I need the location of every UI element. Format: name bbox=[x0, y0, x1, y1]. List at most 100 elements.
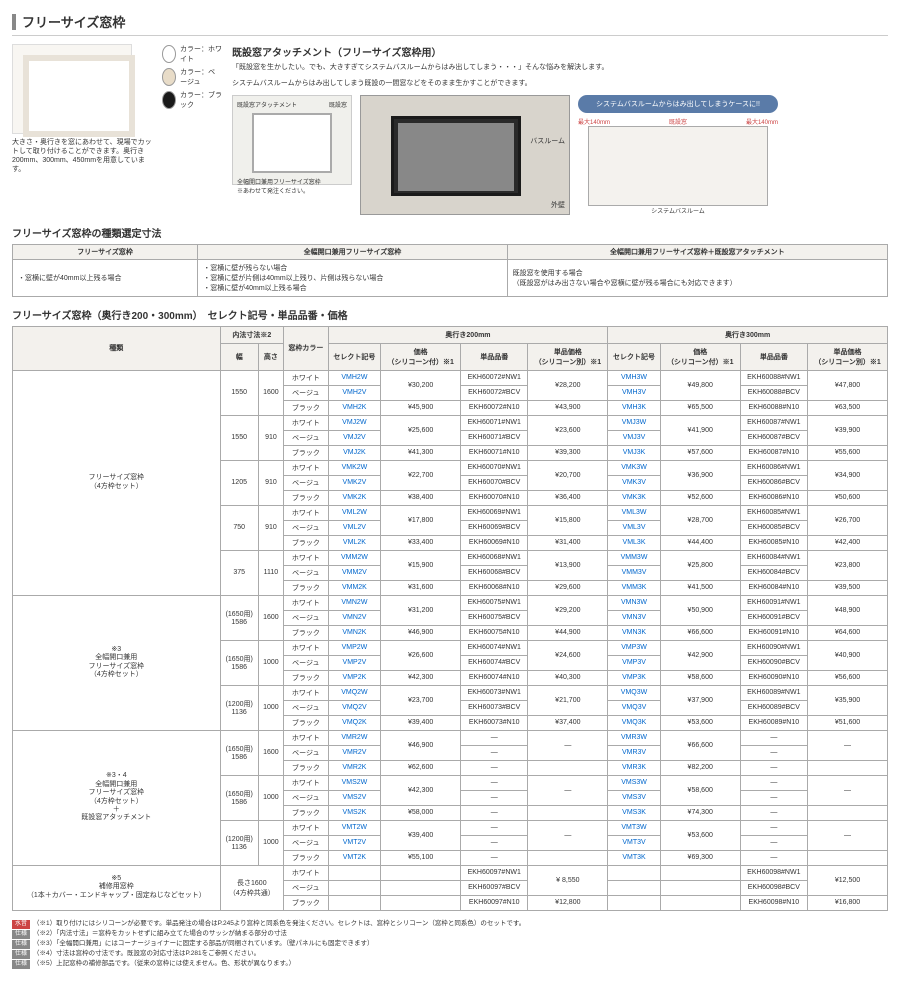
col-header: 窓枠カラー bbox=[284, 326, 329, 370]
price-table: 種類 内法寸法※2 窓枠カラー 奥行き200mm 奥行き300mm セレクト記号… bbox=[12, 326, 888, 911]
select-code[interactable]: VMT3V bbox=[608, 835, 660, 850]
select-code[interactable]: VMM3W bbox=[608, 550, 660, 565]
select-code[interactable]: VMN2K bbox=[328, 625, 380, 640]
price-cell: ¥53,600 bbox=[660, 715, 740, 730]
part-no: EKH60070#BCV bbox=[461, 475, 528, 490]
select-code[interactable]: VML2W bbox=[328, 505, 380, 520]
select-code[interactable]: VMR2W bbox=[328, 730, 380, 745]
part-price: ¥36,400 bbox=[528, 490, 608, 505]
price-cell: ¥52,600 bbox=[660, 490, 740, 505]
select-code[interactable]: VMH2V bbox=[328, 385, 380, 400]
group-label: フリーサイズ窓枠 （4方枠セット） bbox=[13, 370, 221, 595]
select-code[interactable]: VMS3K bbox=[608, 805, 660, 820]
select-code[interactable]: VMP2V bbox=[328, 655, 380, 670]
price-cell: ¥82,200 bbox=[660, 760, 740, 775]
select-code[interactable]: VMN3V bbox=[608, 610, 660, 625]
select-code[interactable]: VMT3W bbox=[608, 820, 660, 835]
select-code[interactable]: VML2V bbox=[328, 520, 380, 535]
select-code[interactable]: VMQ3V bbox=[608, 700, 660, 715]
part-no: EKH60091#NW1 bbox=[740, 595, 807, 610]
select-code[interactable]: VMP3V bbox=[608, 655, 660, 670]
select-code[interactable]: VMT3K bbox=[608, 850, 660, 865]
select-code[interactable]: VMM3K bbox=[608, 580, 660, 595]
select-code[interactable]: VMS2V bbox=[328, 790, 380, 805]
select-code[interactable]: VMN2V bbox=[328, 610, 380, 625]
select-code[interactable]: VMJ3W bbox=[608, 415, 660, 430]
select-code[interactable]: VMS3W bbox=[608, 775, 660, 790]
part-no: EKH60071#NW1 bbox=[461, 415, 528, 430]
select-code[interactable]: VMT2V bbox=[328, 835, 380, 850]
select-code[interactable]: VML2K bbox=[328, 535, 380, 550]
select-code[interactable]: VMM3V bbox=[608, 565, 660, 580]
select-code[interactable]: VMK2W bbox=[328, 460, 380, 475]
part-price: ¥26,700 bbox=[808, 505, 888, 535]
part-price: — bbox=[528, 730, 608, 760]
select-code[interactable]: VMQ2W bbox=[328, 685, 380, 700]
footnote: 水音（※1）取り付けにはシリコーンが必要です。単品発注の場合はP.245より窓枠… bbox=[12, 919, 888, 929]
part-price: ¥16,800 bbox=[808, 895, 888, 910]
part-price: ¥43,900 bbox=[528, 400, 608, 415]
select-code[interactable]: VMN3K bbox=[608, 625, 660, 640]
width-cell: (1650用) 1586 bbox=[220, 640, 258, 685]
note-tag: 仕様 bbox=[12, 930, 30, 939]
section-title: フリーサイズ窓枠 bbox=[12, 12, 888, 36]
part-price: ¥31,400 bbox=[528, 535, 608, 550]
select-code[interactable]: VMS2W bbox=[328, 775, 380, 790]
part-no: EKH60072#N10 bbox=[461, 400, 528, 415]
select-code[interactable]: VMP2W bbox=[328, 640, 380, 655]
select-code[interactable]: VMJ3K bbox=[608, 445, 660, 460]
select-code[interactable]: VMJ2W bbox=[328, 415, 380, 430]
empty bbox=[660, 880, 740, 895]
select-code[interactable]: VMJ2V bbox=[328, 430, 380, 445]
col-header: 奥行き300mm bbox=[608, 326, 888, 343]
select-code[interactable]: VMQ2V bbox=[328, 700, 380, 715]
select-code[interactable]: VMM2K bbox=[328, 580, 380, 595]
table-row: ※5 補修用窓枠 （1本＋カバー・エンドキャップ・固定ねじなどセット）長さ160… bbox=[13, 865, 888, 880]
page-title: フリーサイズ窓枠 bbox=[22, 12, 125, 31]
select-code[interactable]: VMQ3K bbox=[608, 715, 660, 730]
price-cell: ¥26,600 bbox=[381, 640, 461, 670]
select-code[interactable]: VML3W bbox=[608, 505, 660, 520]
select-code[interactable]: VMH2K bbox=[328, 400, 380, 415]
select-code[interactable]: VMS3V bbox=[608, 790, 660, 805]
select-code[interactable]: VMR3K bbox=[608, 760, 660, 775]
color-cell: ベージュ bbox=[284, 430, 329, 445]
select-code[interactable]: VMT2W bbox=[328, 820, 380, 835]
select-code[interactable]: VMQ2K bbox=[328, 715, 380, 730]
select-code[interactable]: VMP3K bbox=[608, 670, 660, 685]
select-code[interactable]: VMN2W bbox=[328, 595, 380, 610]
select-code[interactable]: VMS2K bbox=[328, 805, 380, 820]
part-price: ¥ 8,550 bbox=[528, 865, 608, 895]
select-code[interactable]: VML3V bbox=[608, 520, 660, 535]
select-code[interactable]: VMH3K bbox=[608, 400, 660, 415]
part-no: EKH60087#N10 bbox=[740, 445, 807, 460]
select-code[interactable]: VMT2K bbox=[328, 850, 380, 865]
select-code[interactable]: VMN3W bbox=[608, 595, 660, 610]
select-code[interactable]: VMM2W bbox=[328, 550, 380, 565]
select-code[interactable]: VMM2V bbox=[328, 565, 380, 580]
select-code[interactable]: VMK2K bbox=[328, 490, 380, 505]
part-no: EKH60070#NW1 bbox=[461, 460, 528, 475]
select-code[interactable]: VMQ3W bbox=[608, 685, 660, 700]
select-code[interactable]: VMR3V bbox=[608, 745, 660, 760]
select-code[interactable]: VML3K bbox=[608, 535, 660, 550]
select-code[interactable]: VMP3W bbox=[608, 640, 660, 655]
select-code[interactable]: VMR3W bbox=[608, 730, 660, 745]
select-code[interactable]: VMH3W bbox=[608, 370, 660, 385]
part-no: EKH60091#N10 bbox=[740, 625, 807, 640]
select-code[interactable]: VMH2W bbox=[328, 370, 380, 385]
select-code[interactable]: VMH3V bbox=[608, 385, 660, 400]
select-code[interactable]: VMP2K bbox=[328, 670, 380, 685]
price-cell: ¥65,500 bbox=[660, 400, 740, 415]
select-code[interactable]: VMR2K bbox=[328, 760, 380, 775]
part-no: — bbox=[461, 745, 528, 760]
select-code[interactable]: VMK3K bbox=[608, 490, 660, 505]
select-code[interactable]: VMJ2K bbox=[328, 445, 380, 460]
select-code[interactable]: VMJ3V bbox=[608, 430, 660, 445]
select-code[interactable]: VMK3V bbox=[608, 475, 660, 490]
part-no: EKH60086#NW1 bbox=[740, 460, 807, 475]
select-code[interactable]: VMR2V bbox=[328, 745, 380, 760]
price-cell: ¥41,300 bbox=[381, 445, 461, 460]
select-code[interactable]: VMK2V bbox=[328, 475, 380, 490]
select-code[interactable]: VMK3W bbox=[608, 460, 660, 475]
